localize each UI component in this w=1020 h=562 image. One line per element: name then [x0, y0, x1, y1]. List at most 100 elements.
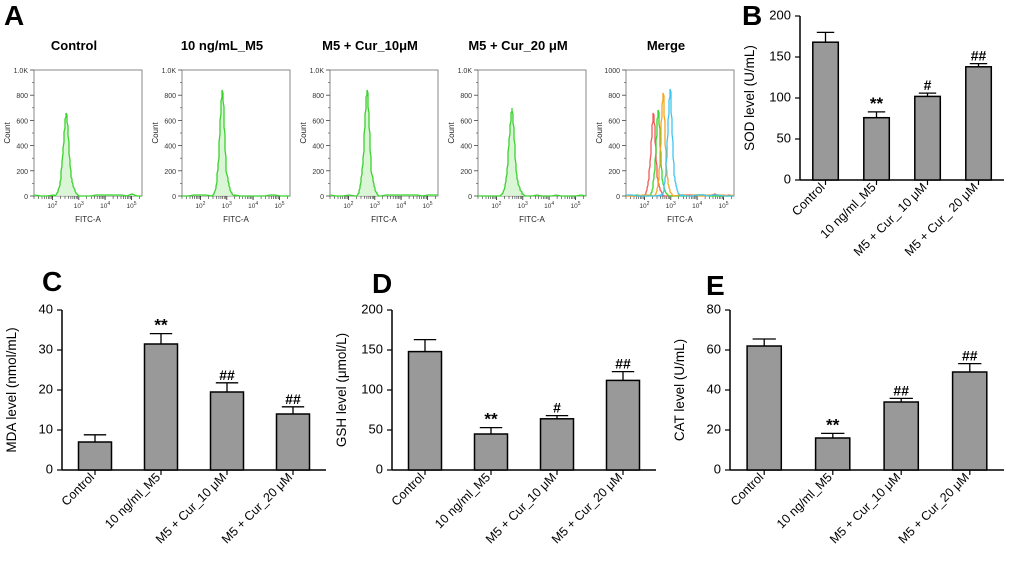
svg-text:1.0K: 1.0K — [162, 68, 177, 75]
svg-text:0: 0 — [468, 194, 472, 201]
svg-text:600: 600 — [608, 118, 620, 125]
svg-text:Control: Control — [728, 470, 766, 508]
svg-text:105: 105 — [718, 201, 728, 210]
svg-text:0: 0 — [320, 194, 324, 201]
svg-text:Count: Count — [447, 122, 456, 144]
svg-text:105: 105 — [274, 201, 284, 210]
svg-text:Count: Count — [595, 122, 604, 144]
svg-text:100: 100 — [769, 90, 791, 105]
svg-text:**: ** — [826, 415, 840, 434]
svg-text:0: 0 — [172, 194, 176, 201]
svg-text:800: 800 — [312, 93, 324, 100]
svg-text:FITC-A: FITC-A — [519, 215, 545, 224]
svg-text:0: 0 — [714, 462, 721, 477]
svg-text:**: ** — [484, 410, 498, 429]
svg-text:800: 800 — [16, 93, 28, 100]
svg-text:800: 800 — [460, 93, 472, 100]
svg-text:##: ## — [615, 356, 631, 372]
svg-text:800: 800 — [164, 93, 176, 100]
svg-text:400: 400 — [164, 144, 176, 151]
svg-text:20: 20 — [39, 382, 53, 397]
svg-text:100: 100 — [361, 382, 383, 397]
svg-text:103: 103 — [74, 201, 84, 210]
svg-text:##: ## — [962, 348, 978, 364]
svg-text:SOD level (U/mL): SOD level (U/mL) — [742, 45, 757, 151]
svg-text:##: ## — [893, 382, 909, 398]
svg-text:50: 50 — [369, 422, 383, 437]
svg-text:600: 600 — [16, 118, 28, 125]
svg-text:CAT level (U/mL): CAT level (U/mL) — [672, 339, 687, 441]
svg-text:200: 200 — [769, 8, 791, 23]
svg-text:1.0K: 1.0K — [310, 68, 325, 75]
svg-text:102: 102 — [639, 201, 649, 210]
svg-text:150: 150 — [361, 342, 383, 357]
svg-text:102: 102 — [343, 201, 353, 210]
svg-text:800: 800 — [608, 93, 620, 100]
svg-text:50: 50 — [777, 131, 791, 146]
svg-text:10 ng/ml_M5: 10 ng/ml_M5 — [432, 470, 493, 531]
svg-text:40: 40 — [39, 302, 53, 317]
svg-text:600: 600 — [164, 118, 176, 125]
svg-text:104: 104 — [248, 201, 258, 210]
svg-text:400: 400 — [608, 144, 620, 151]
svg-text:103: 103 — [518, 201, 528, 210]
svg-text:200: 200 — [361, 302, 383, 317]
svg-text:**: ** — [154, 316, 168, 335]
svg-text:102: 102 — [491, 201, 501, 210]
svg-text:0: 0 — [376, 462, 383, 477]
svg-text:0: 0 — [24, 194, 28, 201]
svg-text:0: 0 — [46, 462, 53, 477]
svg-text:400: 400 — [460, 144, 472, 151]
svg-text:Control: Control — [59, 470, 97, 508]
svg-text:Control: Control — [51, 38, 97, 53]
svg-text:Count: Count — [151, 122, 160, 144]
svg-text:10 ng/ml_M5: 10 ng/ml_M5 — [774, 470, 835, 531]
svg-text:Control: Control — [389, 470, 427, 508]
svg-text:0: 0 — [784, 172, 791, 187]
svg-text:105: 105 — [570, 201, 580, 210]
svg-text:#: # — [553, 400, 561, 416]
svg-text:M5 + Cur_20 μM: M5 + Cur_20 μM — [468, 38, 567, 53]
svg-text:M5 + Cur_10 μM: M5 + Cur_10 μM — [827, 470, 903, 546]
svg-text:#: # — [924, 77, 932, 93]
svg-text:MDA level (nmol/mL): MDA level (nmol/mL) — [4, 327, 19, 452]
svg-text:400: 400 — [16, 144, 28, 151]
svg-text:FITC-A: FITC-A — [223, 215, 249, 224]
svg-text:105: 105 — [126, 201, 136, 210]
svg-text:103: 103 — [370, 201, 380, 210]
svg-text:600: 600 — [460, 118, 472, 125]
svg-text:FITC-A: FITC-A — [667, 215, 693, 224]
svg-text:102: 102 — [195, 201, 205, 210]
svg-text:1000: 1000 — [604, 68, 620, 75]
svg-text:104: 104 — [100, 201, 110, 210]
svg-text:105: 105 — [422, 201, 432, 210]
svg-text:200: 200 — [16, 169, 28, 176]
svg-text:40: 40 — [707, 382, 721, 397]
svg-text:104: 104 — [396, 201, 406, 210]
svg-text:10: 10 — [39, 422, 53, 437]
svg-text:M5 + Cur_20 μM: M5 + Cur_20 μM — [219, 470, 295, 546]
svg-text:**: ** — [870, 94, 884, 113]
svg-text:Count: Count — [299, 122, 308, 144]
svg-text:60: 60 — [707, 342, 721, 357]
svg-text:104: 104 — [692, 201, 702, 210]
svg-text:Control: Control — [789, 180, 827, 218]
svg-text:##: ## — [219, 367, 235, 383]
svg-text:10 ng/ml_M5: 10 ng/ml_M5 — [102, 470, 163, 531]
svg-text:Count: Count — [3, 122, 12, 144]
svg-text:FITC-A: FITC-A — [75, 215, 101, 224]
svg-text:103: 103 — [666, 201, 676, 210]
svg-text:M5 + Cur_20 μM: M5 + Cur_20 μM — [896, 470, 972, 546]
svg-text:200: 200 — [312, 169, 324, 176]
svg-text:GSH level (μmol/L): GSH level (μmol/L) — [334, 333, 349, 447]
svg-text:10 ng/mL_M5: 10 ng/mL_M5 — [181, 38, 263, 53]
svg-text:20: 20 — [707, 422, 721, 437]
svg-text:600: 600 — [312, 118, 324, 125]
svg-text:200: 200 — [164, 169, 176, 176]
svg-text:1.0K: 1.0K — [458, 68, 473, 75]
svg-text:80: 80 — [707, 302, 721, 317]
svg-text:400: 400 — [312, 144, 324, 151]
svg-text:103: 103 — [222, 201, 232, 210]
svg-text:M5 + Cur_10 μM: M5 + Cur_10 μM — [153, 470, 229, 546]
svg-text:0: 0 — [616, 194, 620, 201]
